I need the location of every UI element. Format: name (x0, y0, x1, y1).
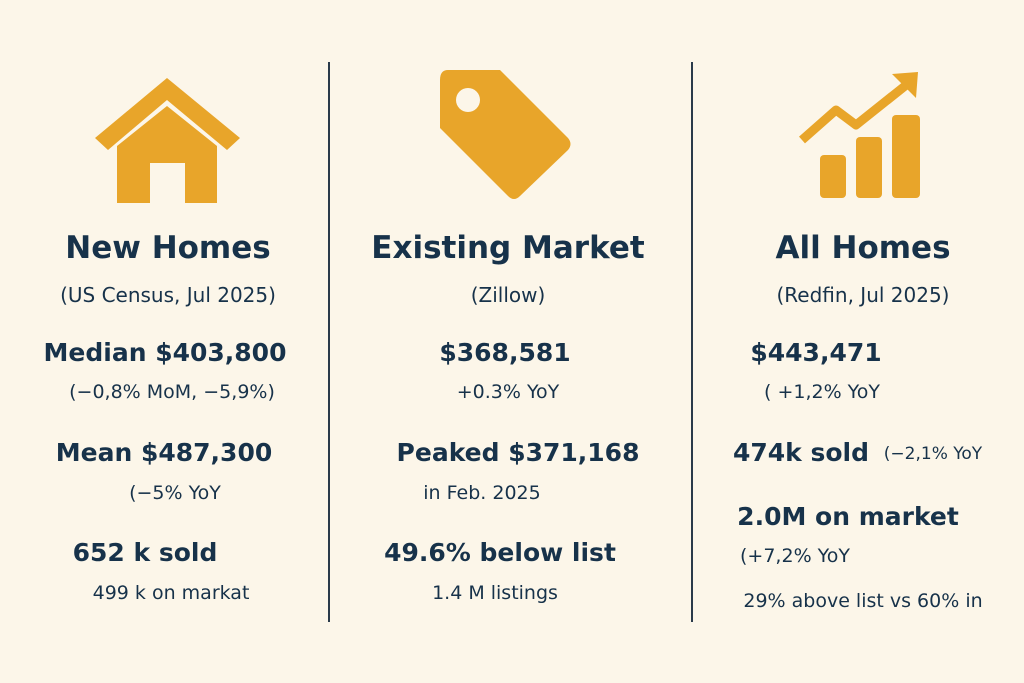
all-homes-change: ( +1,2% YoY (764, 381, 880, 403)
new-homes-mean-change: (−5% YoY (129, 482, 221, 504)
all-homes-on-market-change: (+7,2% YoY (740, 545, 850, 567)
new-homes-title: New Homes (65, 230, 271, 266)
new-homes-median-change: (−0,8% MoM, −5,9%) (69, 381, 275, 403)
growth-chart-icon (799, 72, 920, 198)
new-homes-mean: Mean $487,300 (55, 438, 273, 467)
existing-market-source: (Zillow) (470, 283, 546, 307)
existing-market-below-list: 49.6% below list (384, 538, 616, 567)
column-divider (328, 62, 330, 622)
new-homes-on-market: 499 k on markat (92, 582, 250, 604)
new-homes-source: (US Census, Jul 2025) (60, 283, 276, 307)
all-homes-sold: 474k sold (732, 438, 870, 467)
existing-market-title: Existing Market (371, 230, 645, 266)
all-homes-value: $443,471 (750, 338, 882, 367)
existing-market-listings: 1.4 M listings (432, 582, 558, 604)
all-homes-above-list: 29% above list vs 60% in (743, 590, 983, 612)
price-tag-icon (440, 70, 571, 199)
all-homes-title: All Homes (775, 230, 951, 266)
all-homes-sold-change: (−2,1% YoY (883, 444, 983, 464)
column-divider (691, 62, 693, 622)
house-icon (95, 78, 240, 203)
all-homes-on-market: 2.0M on market (737, 502, 959, 531)
existing-market-peak: Peaked $371,168 (396, 438, 640, 467)
existing-market-peak-date: in Feb. 2025 (423, 482, 541, 504)
all-homes-source: (Redfin, Jul 2025) (776, 283, 950, 307)
new-homes-sold: 652 k sold (72, 538, 218, 567)
new-homes-median: Median $403,800 (43, 338, 287, 367)
existing-market-value: $368,581 (439, 338, 571, 367)
existing-market-change: +0.3% YoY (456, 381, 560, 403)
